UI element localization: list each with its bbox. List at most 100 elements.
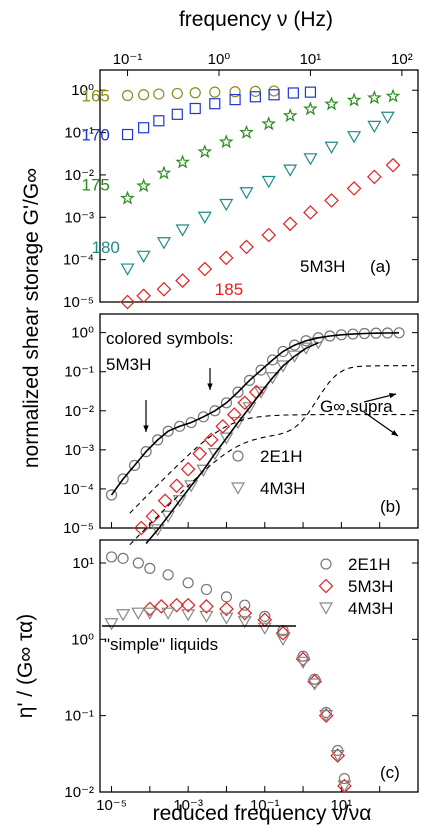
panel-c-ytick-label: 10¹	[72, 555, 94, 572]
panel-a-point-185	[156, 281, 172, 297]
panel-a-point-185	[303, 205, 318, 220]
panel-c-series-5M3H	[142, 597, 352, 794]
panel-a-sample-label: 5M3H	[300, 257, 345, 276]
arrow-5M3H-peak-head	[207, 383, 213, 390]
panel-c-point-5M3H	[275, 625, 291, 641]
panel-a-point-175	[282, 107, 298, 123]
axis-ticks: 10⁰ 10⁻¹ 10⁻² 10⁻³ 10⁻⁴ 10⁻⁵ 10⁰ 10⁻¹ 10⁻² 10⁻³ 10…	[63, 51, 418, 814]
panel-c-point-5M3H	[199, 599, 214, 614]
panel-a-point-170	[209, 98, 221, 110]
top-xtick-label: 10⁰	[208, 51, 231, 68]
panel-a-ytick-label: 10⁻⁴	[63, 252, 94, 269]
panel-a-point-175	[303, 101, 318, 116]
panel-b-point-4M3H	[265, 372, 280, 385]
panel-b-ytick-label: 10⁻³	[64, 442, 94, 459]
panel-b-series-5M3H	[133, 384, 264, 536]
panel-a-point-185	[136, 288, 151, 304]
panel-a-point-165	[121, 89, 134, 102]
ginf-supra-upper	[129, 365, 415, 546]
panel-c-ytick-label: 10⁰	[71, 631, 94, 648]
panel-c-point-5M3H	[219, 601, 234, 617]
panel-b-legend-marker-2E1H	[232, 450, 244, 462]
panel-a-point-175	[261, 116, 277, 131]
panel-c-point-4M3H	[199, 610, 214, 624]
panel-b-point-2E1H	[220, 397, 233, 409]
panel-a-point-180	[156, 237, 171, 250]
panel-a-point-185	[385, 157, 401, 173]
panel-c-point-5M3H	[180, 597, 196, 613]
series-label-180: 180	[92, 238, 120, 257]
panel-b-point-4M3H	[207, 448, 222, 461]
panel-a-point-175	[156, 165, 172, 180]
panel-a-point-180	[197, 211, 212, 224]
simple-liquids-label: "simple" liquids	[104, 635, 218, 654]
panel-b-frame	[99, 313, 419, 529]
panel-b-legend-2E1H: 2E1H	[260, 447, 303, 466]
panel-a-point-165	[209, 86, 221, 98]
panel-b-point-2E1H	[105, 489, 118, 501]
panel-a-ytick-label: 10⁻²	[64, 167, 94, 184]
panel-c-point-2E1H	[297, 650, 309, 662]
panel-b-point-5M3H	[226, 407, 242, 422]
panel-a-point-180	[120, 263, 135, 276]
panel-b-point-5M3H	[145, 508, 161, 524]
arrows	[143, 368, 399, 437]
panel-b-point-4M3H	[276, 360, 291, 373]
panel-a-point-180	[219, 198, 234, 212]
fit-4M3H	[145, 342, 319, 545]
panel-b-ytick-label: 10⁻⁵	[63, 520, 94, 537]
panel-a-point-185	[261, 227, 277, 243]
panel-a-point-185	[218, 250, 234, 266]
panel-a-point-180	[347, 131, 362, 144]
panel-c-point-4M3H	[296, 656, 311, 670]
data-marks	[104, 85, 405, 794]
panel-a-point-175	[175, 154, 190, 169]
panel-b-point-2E1H	[266, 354, 279, 366]
panel-a-point-175	[136, 178, 151, 193]
panel-b-ytick-label: 10⁻¹	[64, 364, 94, 381]
panel-a-point-165	[229, 86, 241, 98]
panel-a-point-170	[171, 108, 183, 120]
panel-c-point-4M3H	[181, 609, 196, 622]
panel-b-point-5M3H	[192, 446, 208, 461]
panel-a-point-170	[153, 115, 165, 127]
panel-a-point-170	[249, 91, 261, 103]
panel-c-ytick-label: 10⁻¹	[64, 708, 94, 725]
series-label-185: 185	[215, 280, 243, 299]
panel-c-series-2E1H	[105, 551, 351, 785]
panel-c-point-4M3H	[161, 607, 176, 620]
panel-a-point-180	[324, 141, 339, 154]
panel-a-point-165	[138, 89, 150, 101]
panel-b-point-2E1H	[255, 364, 267, 376]
panel-a-point-185	[239, 239, 254, 255]
panel-b-point-2E1H	[117, 473, 129, 485]
bottom-xtick-label: 10⁻³	[173, 797, 203, 814]
panel-a-point-170	[287, 87, 299, 99]
bottom-axis-label: reduced frequency ν/να	[153, 802, 372, 825]
arrow-2E1H-peak-head	[143, 425, 149, 432]
panel-a-point-185	[324, 193, 339, 208]
panel-a-point-170	[268, 89, 280, 101]
panel-b-ytick-label: 10⁻⁴	[63, 481, 94, 498]
panel-b-point-2E1H	[140, 446, 152, 458]
panel-a-series-180	[120, 111, 395, 276]
panel-c-point-2E1H	[239, 599, 251, 611]
panel-b-point-2E1H	[209, 405, 221, 417]
panel-b-series-4M3H	[150, 337, 326, 537]
panel-c-legend-marker-5M3H	[318, 578, 334, 594]
panel-b-ytick-label: 10⁰	[71, 325, 94, 342]
panel-c-point-2E1H	[220, 591, 233, 603]
arrow-ginf-upper-head	[389, 392, 396, 399]
panel-a-point-180	[136, 250, 151, 263]
panel-a-ytick-label: 10⁻¹	[64, 125, 94, 142]
series-label-165: 165	[82, 87, 110, 106]
panel-b-point-4M3H	[172, 495, 187, 508]
panel-c-point-4M3H	[319, 710, 334, 723]
panel-b-point-5M3H	[133, 520, 149, 536]
panel-a-point-165	[268, 85, 280, 97]
fit-2E1H	[110, 332, 400, 496]
panel-b-point-2E1H	[277, 345, 289, 358]
panel-c-series-4M3H	[104, 607, 352, 793]
panel-b-point-4M3H	[219, 432, 234, 445]
panel-a-ytick-label: 10⁰	[71, 82, 94, 99]
